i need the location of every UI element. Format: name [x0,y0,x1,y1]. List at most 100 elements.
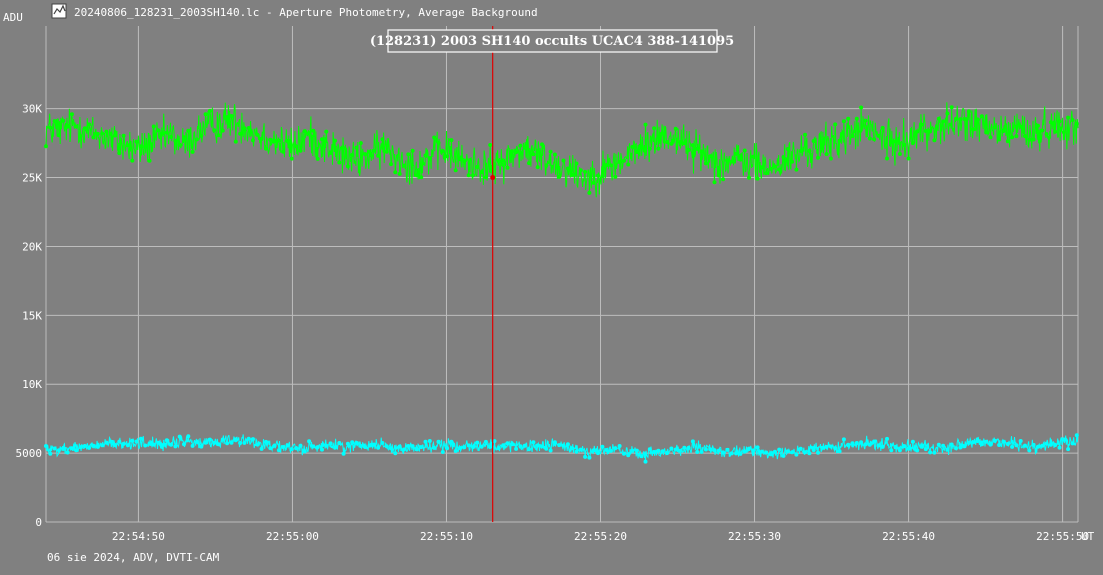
data-point [665,451,669,456]
data-point [984,439,989,444]
data-point [466,173,471,178]
data-point [962,117,967,121]
data-point [867,442,872,447]
data-point [522,145,527,150]
data-point [333,138,337,143]
data-point [824,445,829,449]
data-point [1031,442,1036,447]
data-point [794,452,799,457]
data-point [794,167,799,172]
data-point [656,146,661,151]
data-point [954,116,958,121]
data-point [445,154,450,159]
data-point [302,449,307,454]
data-point [820,146,825,151]
data-point [988,442,993,447]
data-point [941,119,946,124]
data-point [958,117,963,122]
y-tick-label: 30K [22,103,42,116]
data-point [768,166,773,171]
event-marker-layer [490,26,496,522]
data-point [596,451,600,456]
data-point [216,442,221,447]
data-point [242,126,247,131]
data-point [496,446,501,451]
data-point [837,449,842,454]
data-point [376,153,381,158]
data-point [449,138,454,143]
data-point [522,443,527,448]
data-point [509,149,514,154]
data-point [182,135,186,140]
data-point [803,132,808,137]
data-point [164,438,169,443]
data-point [380,137,385,142]
data-point [91,443,96,448]
data-point [958,445,963,450]
data-point [354,440,359,445]
data-point [194,439,199,444]
data-point [686,445,691,450]
data-point [458,157,462,162]
data-point [1048,120,1053,125]
data-point [785,449,790,454]
data-point [492,439,497,444]
data-point [673,126,678,131]
data-point [729,451,734,456]
y-tick-label: 15K [22,309,42,322]
data-point [289,156,294,161]
data-point [699,149,704,154]
data-point [238,441,243,445]
data-point [828,156,833,161]
data-point [427,439,432,443]
data-point [151,124,156,129]
data-point [975,117,980,122]
data-point [833,446,838,451]
data-point [699,449,704,454]
data-point [863,442,868,447]
data-point [1023,134,1027,139]
data-point [501,158,506,163]
data-point [367,443,372,448]
data-point [876,443,881,448]
data-point [695,450,700,454]
data-point [1070,441,1075,446]
data-point [186,434,191,439]
data-point [1027,137,1032,142]
data-point [194,137,199,142]
y-tick-label: 0 [35,516,42,529]
data-point [669,446,674,451]
x-tick-label: 22:55:00 [266,530,319,543]
data-point [660,131,665,136]
data-point [251,437,255,442]
data-point [690,143,695,148]
data-point [445,446,450,451]
data-point [1061,437,1066,442]
data-point [285,138,290,143]
data-point [1023,443,1027,448]
data-point [897,448,902,453]
data-point [341,146,346,151]
data-point [190,149,195,154]
data-point [505,165,510,170]
data-point [1074,433,1079,438]
data-point [708,154,713,159]
data-point [578,168,583,173]
data-point [591,180,596,185]
data-point [1044,441,1049,446]
data-point [65,450,70,455]
data-point [177,434,182,439]
data-point [941,443,946,448]
y-tick-label: 10K [22,378,42,391]
data-point [867,136,872,141]
x-tick-label: 22:54:50 [112,530,165,543]
data-point [1057,119,1062,124]
data-point [854,441,859,445]
data-point [932,138,937,143]
data-point [363,152,368,157]
data-point [199,444,204,449]
data-point [436,140,441,145]
data-point [690,439,695,444]
data-point [203,440,208,445]
data-point [410,148,415,153]
